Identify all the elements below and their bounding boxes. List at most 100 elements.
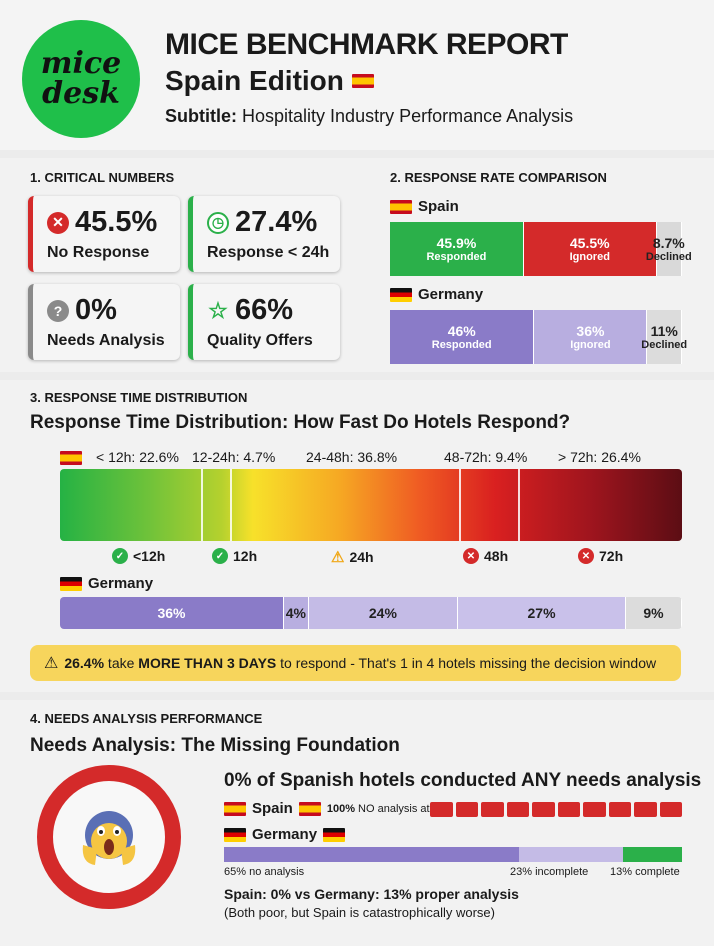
segment bbox=[506, 802, 529, 817]
spain-needs-bar bbox=[430, 802, 682, 817]
spain-label-text: Spain bbox=[418, 198, 459, 215]
card-value: 45.5% bbox=[75, 206, 158, 238]
needs-bin-2 bbox=[623, 847, 682, 862]
marker-72h: ✕ 72h bbox=[578, 548, 623, 564]
bin-label-lt12: < 12h: 22.6% bbox=[96, 449, 179, 465]
compare-note: (Both poor, but Spain is catastrophicall… bbox=[224, 905, 495, 920]
bar-value-label: 11% bbox=[650, 323, 678, 339]
bar-value-label: 45.9% bbox=[436, 235, 477, 251]
germany-bin-2: 24% bbox=[308, 597, 459, 629]
segment bbox=[481, 802, 504, 817]
spain-label-text: Spain bbox=[252, 800, 293, 817]
germany-label: Germany bbox=[390, 286, 483, 303]
bar-value-label: 46% bbox=[447, 323, 476, 339]
warning-icon: ⚠ bbox=[331, 549, 345, 566]
spain-flag-icon bbox=[298, 801, 321, 816]
ga-label-incomplete: 23% incomplete bbox=[510, 866, 589, 878]
bin-label-gt72: > 72h: 26.4% bbox=[558, 449, 641, 465]
bar-series-label: Ignored bbox=[570, 339, 611, 351]
card-value: 0% bbox=[75, 294, 117, 326]
segment bbox=[532, 802, 555, 817]
compare-line: Spain: 0% vs Germany: 13% proper analysi… bbox=[224, 886, 519, 902]
spain-label: Spain bbox=[390, 198, 459, 215]
x-circle-icon: ✕ bbox=[47, 211, 69, 234]
spain-response-bar: 45.9% Responded 45.5% Ignored 8.7% Declined bbox=[390, 222, 692, 276]
spain-flag-icon bbox=[60, 451, 82, 465]
response-time-heading: Response Time Distribution: How Fast Do … bbox=[30, 412, 571, 433]
marker-text: <12h bbox=[133, 548, 166, 564]
card-label: Quality Offers bbox=[207, 332, 313, 349]
section-1-label: 1. CRITICAL NUMBERS bbox=[30, 170, 175, 185]
segment bbox=[430, 802, 453, 817]
bin-label-12-24: 12-24h: 4.7% bbox=[192, 449, 276, 465]
bar-series-label: Declined bbox=[645, 251, 692, 263]
x-circle-icon: ✕ bbox=[463, 548, 479, 564]
bar-segment-ignored: 45.5% Ignored bbox=[523, 222, 657, 276]
germany-label-text: Germany bbox=[88, 575, 154, 592]
germany-flag-icon bbox=[60, 576, 82, 591]
germany-label: Germany bbox=[60, 575, 153, 592]
screaming-face-icon bbox=[82, 811, 136, 865]
section-2-label: 2. RESPONSE RATE COMPARISON bbox=[390, 170, 607, 185]
bar-series-label: Responded bbox=[431, 339, 492, 351]
warning-bold: MORE THAN 3 DAYS bbox=[138, 655, 277, 671]
germany-flag-icon bbox=[323, 827, 346, 842]
bin-label-24-48: 24-48h: 36.8% bbox=[306, 449, 398, 465]
bar-segment-responded: 46% Responded bbox=[390, 310, 535, 364]
edition-text: Spain Edition bbox=[165, 65, 344, 96]
bar-segment-ignored: 36% Ignored bbox=[534, 310, 648, 364]
segment bbox=[583, 802, 606, 817]
germany-flag-icon bbox=[224, 827, 246, 842]
segment bbox=[659, 802, 682, 817]
segment bbox=[557, 802, 580, 817]
marker-48h: ✕ 48h bbox=[463, 548, 508, 564]
bin-separator bbox=[229, 469, 232, 541]
bar-value-label: 45.5% bbox=[569, 235, 610, 251]
section-4-label: 4. NEEDS ANALYSIS PERFORMANCE bbox=[30, 711, 263, 726]
spain-note-text: NO analysis at all bbox=[354, 802, 444, 815]
bar-value-label: 36% bbox=[576, 323, 605, 339]
page-title: MICE BENCHMARK REPORT bbox=[165, 28, 568, 61]
bin-label-48-72: 48-72h: 9.4% bbox=[444, 449, 528, 465]
warning-text: 26.4% take MORE THAN 3 DAYS to respond -… bbox=[64, 655, 656, 671]
card-needs-analysis: ? 0% Needs Analysis bbox=[28, 284, 180, 360]
needs-analysis-headline: 0% of Spanish hotels conducted ANY needs… bbox=[224, 770, 702, 791]
marker-lt12: ✓ <12h bbox=[112, 548, 165, 564]
subtitle: Subtitle: Hospitality Industry Performan… bbox=[165, 106, 573, 127]
section-3-label: 3. RESPONSE TIME DISTRIBUTION bbox=[30, 390, 248, 405]
germany-needs-label: Germany bbox=[224, 826, 346, 843]
warning-banner: ⚠ 26.4% take MORE THAN 3 DAYS to respond… bbox=[30, 645, 681, 681]
germany-flag-icon bbox=[390, 287, 412, 302]
germany-response-time-bar: 36% 4% 24% 27% 9% bbox=[60, 597, 682, 629]
check-icon: ✓ bbox=[112, 548, 128, 564]
micedesk-logo: mice desk bbox=[22, 20, 140, 138]
spain-flag-icon bbox=[351, 74, 374, 88]
warning-rest: to respond - That's 1 in 4 hotels missin… bbox=[276, 655, 657, 671]
subtitle-value: Hospitality Industry Performance Analysi… bbox=[242, 106, 574, 126]
marker-text: 24h bbox=[349, 549, 374, 565]
ga-label-no: 65% no analysis bbox=[224, 866, 305, 878]
germany-label-text: Germany bbox=[252, 826, 318, 843]
warning-icon: ⚠ bbox=[44, 655, 59, 672]
bar-value-label: 8.7% bbox=[652, 235, 685, 251]
bar-segment-responded: 45.9% Responded bbox=[390, 222, 524, 276]
bar-series-label: Ignored bbox=[569, 251, 610, 263]
spain-note-bold: 100% bbox=[326, 802, 355, 815]
bar-series-label: Declined bbox=[641, 339, 688, 351]
card-label: No Response bbox=[47, 244, 150, 261]
segment bbox=[634, 802, 657, 817]
bar-series-label: Responded bbox=[426, 251, 487, 263]
spain-needs-label: Spain 100% NO analysis at all bbox=[224, 800, 444, 817]
bar-segment-declined: 11% Declined bbox=[641, 310, 687, 364]
segment bbox=[455, 802, 478, 817]
germany-bin-3: 27% bbox=[458, 597, 626, 629]
germany-bin-4: 9% bbox=[625, 597, 682, 629]
warning-mid: take bbox=[104, 655, 139, 671]
card-quality-offers: ☆ 66% Quality Offers bbox=[188, 284, 340, 360]
spain-response-time-bar bbox=[60, 469, 682, 541]
spain-flag-icon bbox=[390, 199, 412, 214]
edition-title: Spain Edition bbox=[165, 65, 374, 97]
marker-12h: ✓ 12h bbox=[212, 548, 257, 564]
germany-bin-0: 36% bbox=[60, 597, 284, 629]
card-label: Needs Analysis bbox=[47, 332, 165, 349]
